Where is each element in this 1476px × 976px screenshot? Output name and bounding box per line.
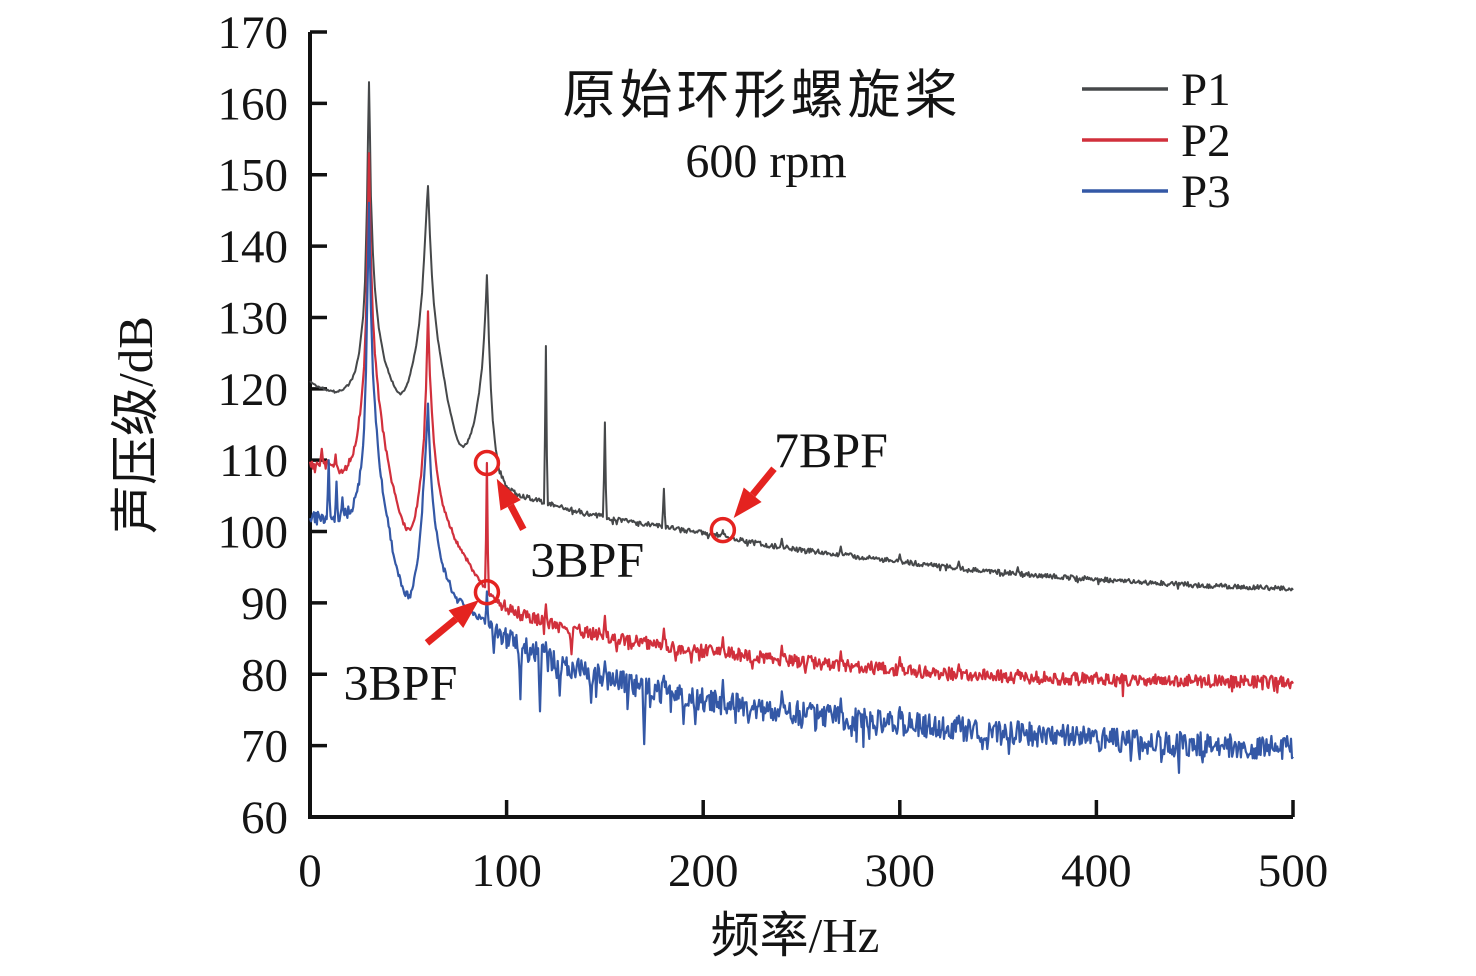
annotation-arrow-shaft	[749, 466, 777, 497]
x-tick-label: 100	[471, 845, 542, 897]
legend-item-p3: P3	[1082, 166, 1231, 218]
y-tick-label: 140	[218, 221, 289, 273]
y-tick-label: 70	[241, 721, 288, 773]
legend-label-p1: P1	[1181, 64, 1231, 116]
annotation-arrow-head	[448, 600, 480, 628]
axes-group: 60 70 80 90 100 110 120 130 140 150 160 170 0 100 200 3…	[218, 7, 1329, 897]
annotation-arrow-shaft	[507, 503, 527, 532]
peak-marker-circle	[709, 516, 737, 544]
chart-subtitle: 600 rpm	[685, 135, 846, 188]
peak-marker-circle	[473, 578, 501, 606]
y-tick-label: 60	[241, 792, 288, 844]
x-tick-label: 0	[298, 845, 322, 897]
y-axis-label: 声压级/dB	[108, 316, 163, 534]
y-tick-label: 160	[218, 78, 289, 130]
annotation-arrow-head	[496, 478, 521, 511]
y-tick-label: 170	[218, 7, 289, 59]
legend-label-p2: P2	[1181, 115, 1231, 167]
legend-label-p3: P3	[1181, 166, 1231, 218]
annotation-arrow-shaft	[424, 616, 459, 646]
y-tick-label: 100	[218, 507, 289, 559]
legend: P1 P2 P3	[1082, 64, 1231, 218]
annotation-label: 3BPF	[530, 532, 644, 588]
x-axis-label: 频率/Hz	[711, 908, 880, 963]
chart-title: 原始环形螺旋桨	[563, 67, 962, 125]
y-tick-label: 130	[218, 292, 289, 344]
annotation-label: 7BPF	[774, 422, 888, 478]
y-tick-label: 120	[218, 364, 289, 416]
y-tick-label: 150	[218, 150, 289, 202]
legend-item-p2: P2	[1082, 115, 1231, 167]
peak-marker-circle	[473, 449, 501, 477]
x-tick-label: 200	[668, 845, 739, 897]
annotation-label: 3BPF	[343, 654, 457, 710]
x-tick-label: 400	[1061, 845, 1132, 897]
series-P2-line	[308, 152, 1294, 698]
annotations-group: 3BPF 3BPF 7BPF	[343, 422, 888, 711]
x-tick-label: 500	[1258, 845, 1329, 897]
y-tick-label: 110	[219, 435, 288, 487]
y-tick-label: 90	[241, 578, 288, 630]
series-P3-line	[308, 201, 1294, 774]
y-tick-label: 80	[241, 649, 288, 701]
series-P1-line	[309, 81, 1294, 592]
legend-item-p1: P1	[1082, 64, 1231, 116]
x-tick-label: 300	[865, 845, 936, 897]
annotation-arrow-head	[733, 487, 762, 518]
series-group	[308, 81, 1294, 774]
